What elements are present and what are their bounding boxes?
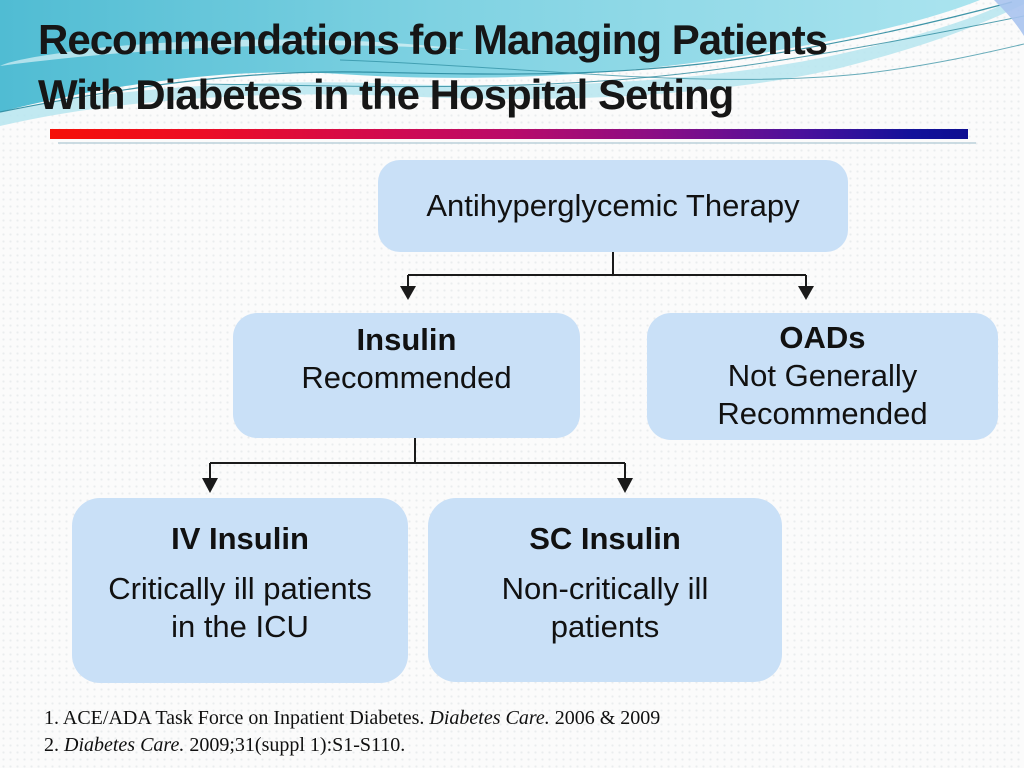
- wave-decoration: [0, 0, 1024, 126]
- node-iv-insulin-line1: Critically ill patients: [108, 571, 372, 606]
- wave-line-3: [339, 43, 1024, 80]
- footnote-2-pre: 2.: [44, 734, 64, 756]
- title-divider-shadow: [58, 142, 976, 144]
- footnote-1-italic: Diabetes Care.: [429, 707, 550, 729]
- footnote-2: 2. Diabetes Care. 2009;31(suppl 1):S1-S1…: [44, 732, 744, 759]
- wave-line-1: [0, 1, 1013, 113]
- arrowhead-iv-insulin: [202, 478, 218, 493]
- footnotes: 1. ACE/ADA Task Force on Inpatient Diabe…: [44, 705, 744, 759]
- footnote-1: 1. ACE/ADA Task Force on Inpatient Diabe…: [44, 705, 744, 732]
- node-oads-line1: Not Generally: [727, 358, 918, 393]
- node-iv-insulin-line2: in the ICU: [171, 609, 309, 644]
- footnote-2-italic: Diabetes Care.: [64, 734, 185, 756]
- node-antihyperglycemic-therapy: Antihyperglycemic Therapy: [378, 160, 848, 252]
- node-oads: OADs Not Generally Recommended: [647, 313, 998, 440]
- node-sc-insulin-line1: Non-critically ill: [501, 571, 709, 606]
- arrowhead-oads: [798, 286, 814, 300]
- node-iv-insulin-heading: IV Insulin: [171, 521, 309, 556]
- node-insulin-heading: Insulin: [356, 322, 457, 357]
- node-sc-insulin-heading: SC Insulin: [529, 521, 681, 556]
- wave-highlight: [0, 39, 470, 66]
- node-insulin-line1: Recommended: [301, 360, 512, 395]
- node-iv-insulin: IV Insulin Critically ill patients in th…: [72, 498, 408, 683]
- arrowhead-sc-insulin: [617, 478, 633, 493]
- node-sc-insulin: SC Insulin Non-critically ill patients: [428, 498, 782, 682]
- wave-main: [0, 0, 980, 112]
- node-antihyperglycemic-therapy-label: Antihyperglycemic Therapy: [426, 188, 800, 223]
- arrowhead-insulin: [400, 286, 416, 300]
- slide-title-line1: Recommendations for Managing Patients: [38, 16, 828, 63]
- corner-accent: [994, 0, 1024, 36]
- slide-title-line2: With Diabetes in the Hospital Setting: [38, 71, 734, 118]
- footnote-1-post: 2006 & 2009: [549, 707, 661, 729]
- node-insulin: Insulin Recommended: [233, 313, 580, 438]
- node-oads-line2: Recommended: [717, 396, 928, 431]
- footnote-2-post: 2009;31(suppl 1):S1-S110.: [184, 734, 406, 756]
- wave-echo: [0, 0, 1024, 126]
- slide-title: Recommendations for Managing Patients Wi…: [38, 12, 978, 122]
- wave-line-2: [199, 15, 1024, 88]
- footnote-1-pre: 1. ACE/ADA Task Force on Inpatient Diabe…: [44, 707, 430, 729]
- node-oads-heading: OADs: [779, 320, 866, 355]
- node-sc-insulin-line2: patients: [550, 609, 660, 644]
- title-divider-rule: [50, 129, 968, 139]
